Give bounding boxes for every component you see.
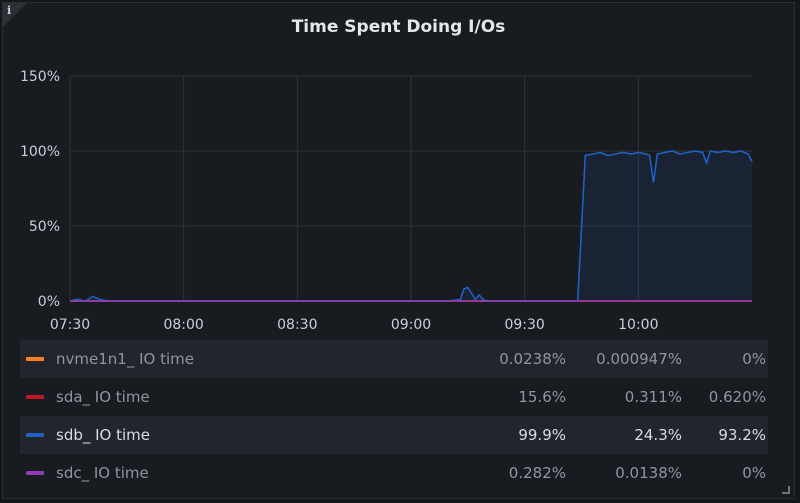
x-tick-label: 09:30: [504, 317, 544, 333]
legend-stat-mean: 0.000947%: [596, 350, 682, 368]
time-series-chart[interactable]: 0% 50% 100% 150% 07:30 08:00 08:30 09:00 09:30 1…: [0, 0, 800, 340]
legend-series-name[interactable]: sda_ IO time: [56, 388, 150, 406]
chart-series: [69, 150, 753, 302]
x-tick-label: 10:00: [618, 317, 658, 333]
legend-row-sda[interactable]: sda_ IO time 15.6% 0.311% 0.620%: [20, 378, 768, 416]
x-tick-label: 08:30: [277, 317, 317, 333]
legend-row-sdc[interactable]: sdc_ IO time 0.282% 0.0138% 0%: [20, 454, 768, 492]
y-axis-ticks: 0% 50% 100% 150%: [20, 69, 60, 310]
series-line: [69, 150, 753, 302]
legend-stat-mean: 0.311%: [624, 388, 682, 406]
legend-stat-current: 0%: [742, 350, 766, 368]
y-tick-label: 50%: [29, 219, 60, 235]
legend-row-sdb[interactable]: sdb_ IO time 99.9% 24.3% 93.2%: [20, 416, 768, 454]
x-tick-label: 08:00: [163, 317, 203, 333]
series-color-swatch: [26, 395, 44, 399]
legend-row-nvme1n1[interactable]: nvme1n1_ IO time 0.0238% 0.000947% 0%: [20, 340, 768, 378]
legend-stat-current: 0%: [742, 464, 766, 482]
y-tick-label: 150%: [20, 69, 60, 85]
legend-stat-max: 15.6%: [518, 388, 566, 406]
resize-handle-icon[interactable]: [782, 486, 790, 494]
legend-stat-current: 93.2%: [718, 426, 766, 444]
legend-stat-mean: 24.3%: [634, 426, 682, 444]
legend-stat-max: 0.282%: [508, 464, 566, 482]
series-color-swatch: [26, 433, 44, 437]
x-tick-label: 07:30: [50, 317, 90, 333]
legend-table: nvme1n1_ IO time 0.0238% 0.000947% 0% sd…: [20, 340, 768, 492]
x-axis-ticks: 07:30 08:00 08:30 09:00 09:30 10:00: [50, 317, 659, 333]
info-icon[interactable]: i: [7, 4, 12, 17]
series-area: [70, 151, 752, 301]
y-tick-label: 100%: [20, 144, 60, 160]
legend-stat-current: 0.620%: [708, 388, 766, 406]
legend-series-name[interactable]: sdc_ IO time: [56, 464, 149, 482]
x-tick-label: 09:00: [391, 317, 431, 333]
y-tick-label: 0%: [38, 294, 60, 310]
legend-stat-max: 0.0238%: [499, 350, 566, 368]
legend-stat-mean: 0.0138%: [615, 464, 682, 482]
legend-stat-max: 99.9%: [518, 426, 566, 444]
series-color-swatch: [26, 357, 44, 361]
series-color-swatch: [26, 471, 44, 475]
info-corner[interactable]: [3, 3, 27, 27]
panel-title: Time Spent Doing I/Os: [291, 17, 506, 37]
legend-series-name[interactable]: nvme1n1_ IO time: [56, 350, 194, 368]
legend-series-name[interactable]: sdb_ IO time: [56, 426, 151, 444]
